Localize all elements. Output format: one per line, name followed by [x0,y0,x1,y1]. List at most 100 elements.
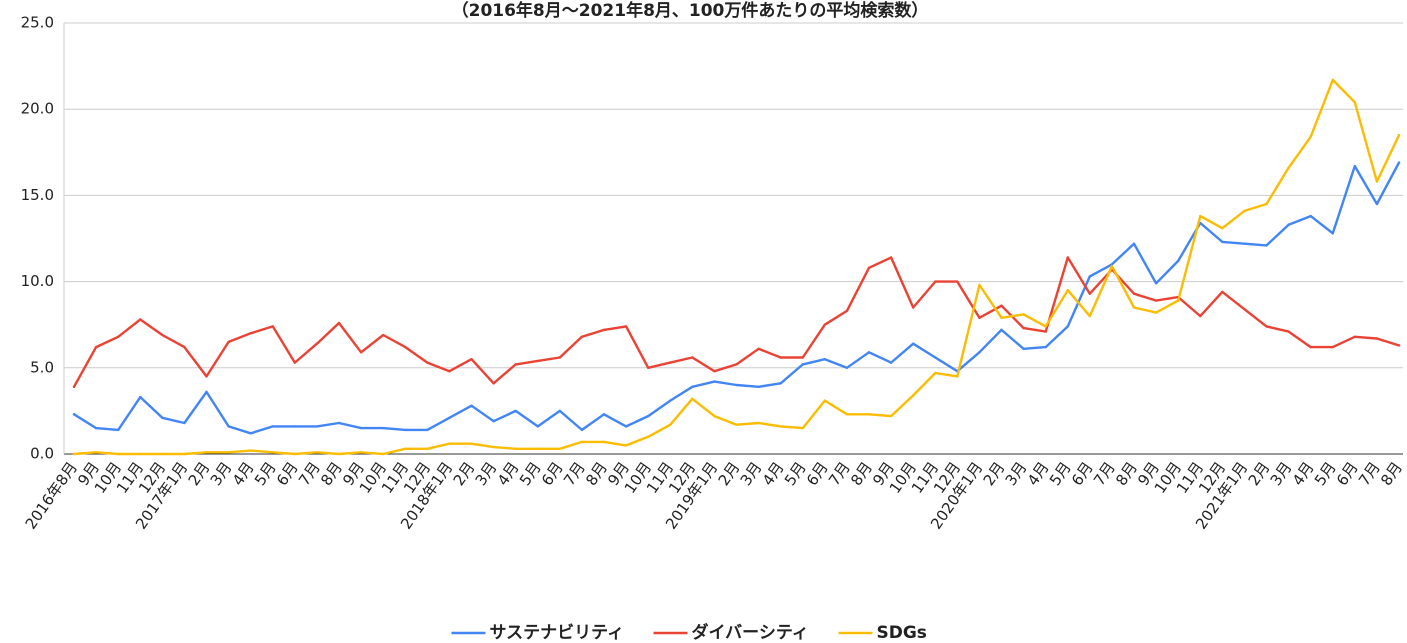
data-point [1088,275,1092,278]
data-point [536,359,539,363]
data-point [293,425,297,428]
y-tick-label: 20.0 [21,100,54,118]
data-point [1375,180,1379,183]
data-point [1309,135,1312,138]
data-point [624,425,628,428]
data-point [514,447,517,451]
data-point [779,356,782,359]
x-tick-label: 2016年8月 [22,459,81,533]
data-point [1000,328,1003,332]
data-point [1287,166,1290,170]
data-point [911,394,915,397]
data-point [1353,335,1357,338]
data-point [381,333,385,337]
data-point [293,452,297,456]
data-point [911,306,915,309]
data-point [735,363,738,366]
data-point [448,442,451,445]
data-point [72,413,76,416]
data-point [1353,164,1357,168]
series-lines [72,78,1401,456]
data-point [1243,307,1246,311]
data-point [669,399,672,402]
chart-title: （2016年8月～2021年8月、100万件あたりの平均検索数） [452,0,929,21]
data-point [337,421,341,425]
data-point [359,426,363,430]
data-point [1088,314,1092,318]
data-point [867,413,871,416]
data-point [1199,314,1202,318]
x-tick-label: 8月 [1377,459,1406,489]
data-point [72,452,76,456]
data-point [1066,289,1069,292]
data-point [669,361,672,364]
data-point [757,347,760,351]
data-point [867,266,871,270]
data-point [1022,326,1025,330]
data-point [1375,337,1379,340]
data-point [1154,311,1158,314]
data-point [735,423,738,426]
data-point [271,325,274,328]
data-point [691,397,694,401]
data-point [823,323,827,326]
data-point [691,356,694,359]
data-point [72,385,76,388]
data-point [315,451,319,454]
data-point [558,409,562,413]
data-point [1066,325,1069,328]
data-point [492,420,495,423]
legend-label: SDGs [877,623,927,643]
data-point [139,395,142,399]
data-point [713,380,716,383]
y-tick-label: 10.0 [21,272,54,290]
data-point [646,414,650,418]
data-point [426,447,429,451]
data-point [735,383,738,387]
data-point [757,385,760,388]
data-point [713,414,716,418]
data-point [227,340,230,344]
data-point [757,421,760,425]
data-point [602,328,606,332]
data-point [293,361,297,364]
data-point [514,409,517,413]
y-tick-label: 15.0 [21,186,54,204]
legend-label: ダイバーシティ [692,622,809,643]
data-point [646,366,650,369]
data-point [161,452,164,456]
data-point [315,342,319,345]
data-point [1309,345,1312,349]
data-point [889,414,893,418]
data-point [624,444,628,447]
data-point [1000,316,1003,320]
legend-label: サステナビリティ [490,623,625,643]
data-point [646,435,650,438]
series-3 [72,78,1401,456]
data-point [271,451,274,454]
data-point [956,280,959,283]
data-point [227,425,230,428]
data-point [1265,244,1268,247]
data-point [1044,325,1047,328]
data-point [602,413,606,416]
data-point [580,440,584,444]
data-point [116,335,120,338]
legend: サステナビリティ ダイバーシティ SDGs [451,622,927,643]
data-point [337,452,341,456]
legend-item: SDGs [838,623,927,643]
data-point [381,452,385,456]
data-point [1110,263,1114,266]
data-point [536,425,539,428]
data-point [1199,214,1202,218]
data-point [94,426,98,430]
y-tick-label: 25.0 [21,14,54,32]
y-tick-label: 5.0 [30,358,54,376]
data-point [1176,259,1180,263]
data-point [1309,214,1312,218]
data-point [956,375,959,378]
data-point [1154,299,1158,302]
data-point [1132,242,1136,245]
series-1 [72,161,1401,435]
